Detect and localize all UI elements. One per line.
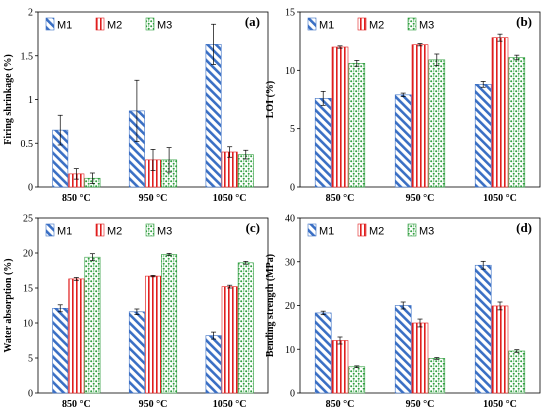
- y-tick-label: 1.5: [21, 51, 34, 62]
- y-axis-label: Water absorption (%): [3, 258, 14, 352]
- x-tick-label: 950 °C: [139, 399, 168, 410]
- bar-m2: [411, 322, 429, 394]
- bar-m1: [474, 264, 492, 394]
- x-tick-label: 950 °C: [406, 193, 435, 204]
- bar-m3: [237, 154, 254, 188]
- bar-m1: [394, 94, 412, 188]
- y-tick-label: 0: [290, 183, 295, 194]
- x-tick-label: 850 °C: [62, 399, 91, 410]
- bar-m1: [205, 335, 222, 394]
- x-tick-label: 1050 °C: [483, 193, 517, 204]
- legend-label-m2: M2: [107, 226, 122, 238]
- x-tick-label: 850 °C: [62, 193, 91, 204]
- chart-panel: 0 5 10 15 20 25 Water absorption (%) (c) 850 °C 9…: [3, 214, 269, 410]
- legend-swatch-m2: [95, 223, 105, 237]
- bar-m3: [428, 59, 446, 188]
- bar-m2: [491, 37, 509, 188]
- legend-label-m3: M3: [157, 20, 172, 32]
- bar-m1: [52, 307, 69, 394]
- y-tick-label: 2: [28, 8, 33, 19]
- bar-m2: [68, 278, 85, 394]
- chart-panel: 0 0.5 1 1.5 2 Firing shrinkage (%) (a) 850 °C 95…: [3, 8, 269, 204]
- y-tick-label: 0: [28, 183, 33, 194]
- legend-swatch-m3: [407, 17, 417, 31]
- bar-m1: [314, 312, 332, 394]
- legend-label-m3: M3: [419, 20, 434, 32]
- legend-swatch-m1: [45, 223, 55, 237]
- bar-m1: [394, 305, 412, 394]
- bar-m2: [145, 275, 161, 394]
- legend-label-m1: M1: [319, 20, 334, 32]
- y-tick-label: 15: [285, 8, 295, 19]
- y-tick-label: 10: [23, 319, 33, 330]
- x-tick-label: 1050 °C: [213, 399, 247, 410]
- legend-swatch-m2: [95, 17, 105, 31]
- bar-m3: [508, 57, 526, 188]
- y-tick-label: 0: [28, 389, 33, 400]
- bar-m2: [331, 46, 349, 188]
- legend-label-m3: M3: [157, 226, 172, 238]
- bar-m3: [161, 254, 178, 394]
- bar-m2: [221, 286, 238, 394]
- x-tick-label: 1050 °C: [213, 193, 247, 204]
- y-tick-label: 30: [285, 257, 295, 268]
- legend-swatch-m1: [45, 17, 55, 31]
- legend-label-m2: M2: [369, 20, 384, 32]
- legend-label-m1: M1: [319, 226, 334, 238]
- bar-m2: [491, 305, 509, 394]
- legend-label-m1: M1: [57, 20, 72, 32]
- bar-m1: [205, 44, 222, 188]
- bar-m3: [348, 366, 366, 394]
- y-tick-label: 15: [23, 284, 33, 295]
- y-tick-label: 5: [28, 354, 33, 365]
- legend-swatch-m3: [145, 223, 155, 237]
- y-axis-label: Bending strength (MPa): [265, 254, 276, 357]
- bar-m2: [411, 44, 429, 188]
- y-tick-label: 10: [285, 345, 295, 356]
- x-tick-label: 850 °C: [326, 193, 355, 204]
- bar-m1: [314, 98, 332, 188]
- legend-swatch-m1: [307, 223, 317, 237]
- legend-label-m2: M2: [107, 20, 122, 32]
- chart-panel: 0 10 20 30 40 Bending strength (MPa) (d) 850 °C…: [265, 214, 541, 410]
- panel-label: (d): [516, 220, 532, 235]
- legend-label-m1: M1: [57, 226, 72, 238]
- panel-label: (c): [246, 220, 260, 235]
- panel-label: (b): [516, 14, 532, 29]
- y-axis-label: LOI (%): [265, 81, 276, 119]
- x-tick-label: 850 °C: [326, 399, 355, 410]
- legend-swatch-m3: [145, 17, 155, 31]
- y-tick-label: 25: [23, 214, 33, 225]
- y-axis-label: Firing shrinkage (%): [3, 54, 14, 145]
- bar-m3: [348, 63, 366, 188]
- panel-label: (a): [245, 14, 260, 29]
- x-tick-label: 1050 °C: [483, 399, 517, 410]
- y-tick-label: 40: [285, 214, 295, 225]
- y-tick-label: 20: [23, 249, 33, 260]
- bar-m3: [84, 256, 101, 394]
- y-tick-label: 0.5: [21, 139, 34, 150]
- x-tick-label: 950 °C: [406, 399, 435, 410]
- bar-m3: [237, 262, 254, 394]
- y-tick-label: 0: [290, 389, 295, 400]
- legend-swatch-m2: [357, 17, 367, 31]
- bar-m3: [508, 350, 526, 394]
- legend-swatch-m1: [307, 17, 317, 31]
- legend-swatch-m2: [357, 223, 367, 237]
- chart-panel: 0 5 10 15 LOI (%) (b) 850 °C 950 °C 1050 °C M1 M2 M…: [265, 8, 541, 204]
- bar-m1: [474, 84, 492, 188]
- y-tick-label: 20: [285, 301, 295, 312]
- x-tick-label: 950 °C: [139, 193, 168, 204]
- y-tick-label: 1: [28, 95, 33, 106]
- bar-m2: [331, 340, 349, 394]
- bar-m1: [128, 311, 145, 394]
- bar-m3: [428, 358, 446, 394]
- legend-label-m2: M2: [369, 226, 384, 238]
- y-tick-label: 10: [285, 66, 295, 77]
- legend-label-m3: M3: [419, 226, 434, 238]
- legend-swatch-m3: [407, 223, 417, 237]
- y-tick-label: 5: [290, 124, 295, 135]
